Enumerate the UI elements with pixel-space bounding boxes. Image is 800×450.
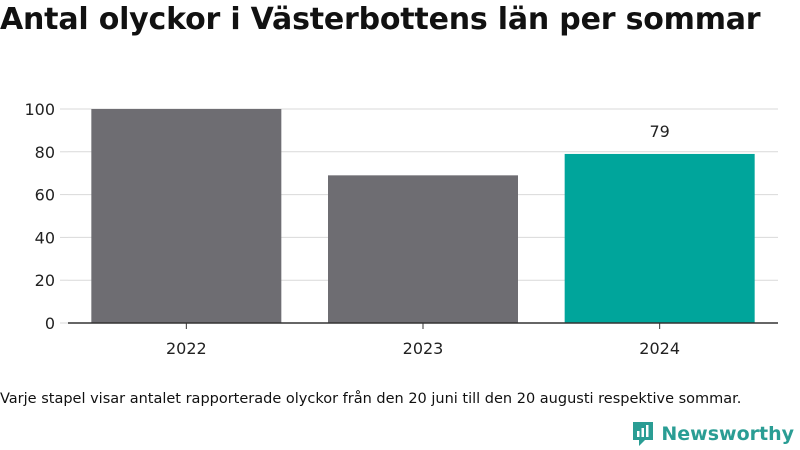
x-tick-label: 2022	[166, 339, 207, 358]
y-tick-label: 100	[24, 100, 55, 119]
data-label: 79	[649, 122, 669, 141]
bar-2024	[564, 153, 755, 323]
x-tick-label: 2024	[639, 339, 680, 358]
y-tick-label: 40	[35, 228, 55, 247]
y-tick-label: 0	[45, 314, 55, 333]
bar-2022	[91, 109, 282, 323]
y-tick-label: 80	[35, 143, 55, 162]
brand-logo: Newsworthy	[631, 420, 794, 448]
x-tick-label: 2023	[403, 339, 444, 358]
brand-name: Newsworthy	[661, 423, 794, 445]
newsworthy-logo-icon	[633, 422, 654, 446]
chart-note: Varje stapel visar antalet rapporterade …	[0, 391, 742, 407]
chart-title: Antal olyckor i Västerbottens län per so…	[0, 2, 761, 37]
y-tick-label: 60	[35, 186, 55, 205]
y-tick-label: 20	[35, 271, 55, 290]
bar-2023	[328, 175, 518, 323]
